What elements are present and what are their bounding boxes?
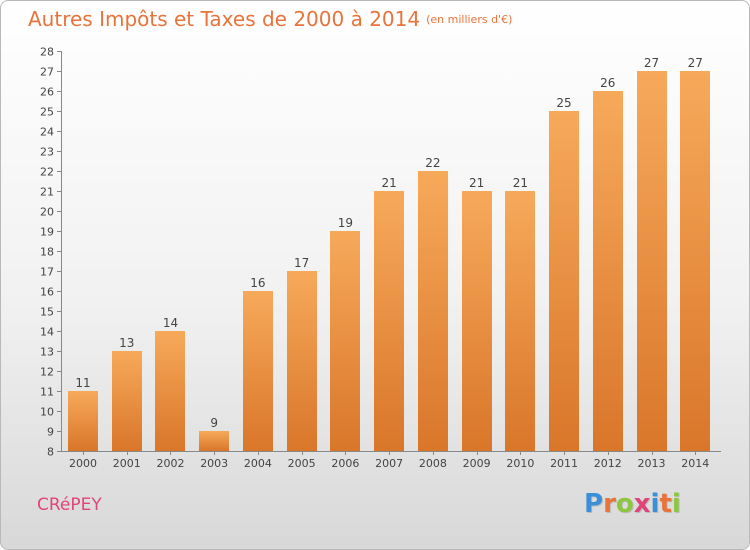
bar-value-label: 17 <box>294 256 309 270</box>
y-tick-label: 22 <box>40 166 54 179</box>
bar-value-label: 16 <box>250 276 265 290</box>
bar-value-label: 26 <box>600 76 615 90</box>
y-tick-label: 24 <box>40 126 54 139</box>
y-tick-label: 26 <box>40 86 54 99</box>
y-tick-label: 15 <box>40 306 54 319</box>
x-tick-label: 2008 <box>419 457 447 470</box>
x-tick-label: 2012 <box>594 457 622 470</box>
x-tick-label: 2003 <box>200 457 228 470</box>
y-tick-label: 14 <box>40 326 54 339</box>
chart-unit: (en milliers d'€) <box>426 13 513 26</box>
y-tick-label: 17 <box>40 266 54 279</box>
x-tick-label: 2007 <box>375 457 403 470</box>
bar-value-label: 21 <box>469 176 484 190</box>
bar-value-label: 22 <box>425 156 440 170</box>
bar <box>593 91 623 451</box>
bar <box>374 191 404 451</box>
x-tick-label: 2001 <box>113 457 141 470</box>
bar <box>68 391 98 451</box>
y-tick-label: 12 <box>40 366 54 379</box>
y-tick-label: 20 <box>40 206 54 219</box>
proxiti-logo: Proxiti <box>584 489 681 519</box>
y-tick-label: 25 <box>40 106 54 119</box>
bar-value-label: 19 <box>338 216 353 230</box>
y-tick-label: 13 <box>40 346 54 359</box>
y-tick-label: 16 <box>40 286 54 299</box>
logo-letter: x <box>633 489 651 519</box>
bar <box>418 171 448 451</box>
bar <box>505 191 535 451</box>
bar <box>462 191 492 451</box>
bar-value-label: 14 <box>163 316 178 330</box>
x-tick-label: 2013 <box>638 457 666 470</box>
bar-value-label: 9 <box>210 416 218 430</box>
bar-value-label: 21 <box>513 176 528 190</box>
bar-value-label: 27 <box>688 56 703 70</box>
logo-letter: P <box>584 489 604 519</box>
bar <box>112 351 142 451</box>
y-tick-label: 23 <box>40 146 54 159</box>
bar-value-label: 11 <box>75 376 90 390</box>
bar <box>155 331 185 451</box>
y-tick-label: 10 <box>40 406 54 419</box>
y-tick-label: 27 <box>40 66 54 79</box>
bar-value-label: 21 <box>381 176 396 190</box>
bar-value-label: 27 <box>644 56 659 70</box>
bar <box>680 71 710 451</box>
x-tick-label: 2010 <box>506 457 534 470</box>
logo-letter: t <box>659 489 672 519</box>
logo-letter: i <box>671 489 681 519</box>
bar <box>637 71 667 451</box>
y-tick-label: 28 <box>40 46 54 59</box>
x-tick-label: 2009 <box>463 457 491 470</box>
x-tick-label: 2004 <box>244 457 272 470</box>
x-tick-label: 2006 <box>331 457 359 470</box>
chart-title: Autres Impôts et Taxes de 2000 à 2014 (en… <box>28 7 512 31</box>
bar <box>330 231 360 451</box>
y-tick-label: 19 <box>40 226 54 239</box>
bar <box>199 431 229 451</box>
y-tick-label: 8 <box>47 446 54 459</box>
x-tick-label: 2002 <box>156 457 184 470</box>
x-tick-label: 2005 <box>288 457 316 470</box>
logo-letter: i <box>650 489 660 519</box>
bar <box>287 271 317 451</box>
y-tick-label: 11 <box>40 386 54 399</box>
bar-value-label: 25 <box>556 96 571 110</box>
chart-title-text: Autres Impôts et Taxes de 2000 à 2014 <box>28 7 421 31</box>
y-tick-label: 21 <box>40 186 54 199</box>
bar-value-label: 13 <box>119 336 134 350</box>
bar <box>549 111 579 451</box>
x-tick-label: 2011 <box>550 457 578 470</box>
x-tick-label: 2014 <box>681 457 709 470</box>
logo-letter: o <box>615 489 634 519</box>
y-tick-label: 18 <box>40 246 54 259</box>
commune-name: CRéPEY <box>37 495 102 515</box>
x-tick-label: 2000 <box>69 457 97 470</box>
logo-letter: r <box>603 489 616 519</box>
bar <box>243 291 273 451</box>
y-tick-label: 9 <box>47 426 54 439</box>
